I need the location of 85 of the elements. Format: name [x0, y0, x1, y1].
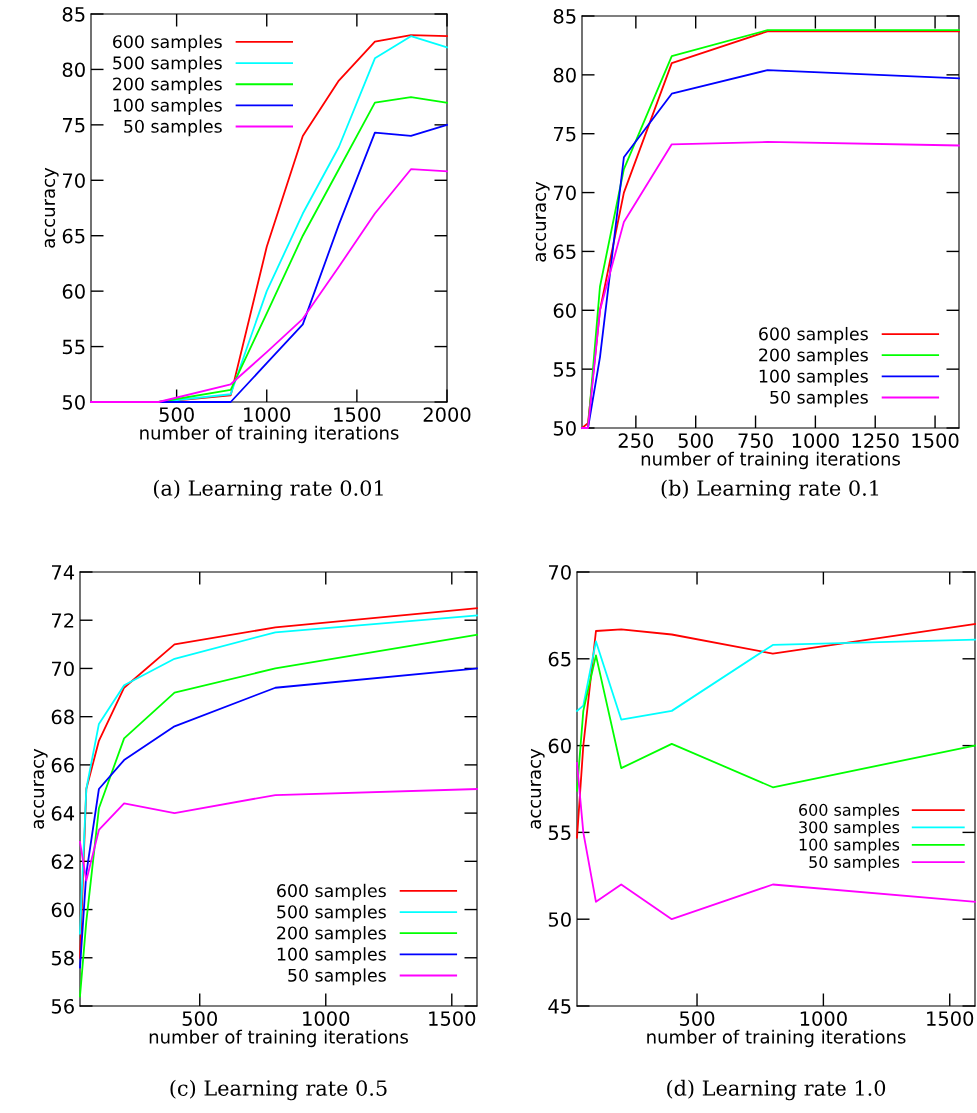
legend-label: 50 samples	[288, 968, 386, 986]
y-tick-label: 85	[62, 6, 85, 22]
legend-label: 50 samples	[809, 855, 900, 872]
x-axis-title: number of training iterations	[647, 1029, 906, 1048]
x-tick-label: 500	[182, 1011, 217, 1026]
y-tick-label: 60	[553, 303, 576, 318]
text: (c) Learning rate 0.5	[170, 1079, 387, 1101]
legend-label: 200 samples	[113, 77, 222, 94]
line-series	[576, 623, 976, 839]
y-axis-title: accuracy	[535, 181, 550, 262]
line-series	[576, 762, 976, 921]
line-series	[79, 667, 478, 969]
y-tick-label: 80	[62, 62, 85, 78]
x-tick-label: 1250	[852, 433, 899, 448]
legend-label: 200 samples	[277, 926, 386, 943]
y-tick-label: 72	[51, 613, 74, 628]
x-axis-title: number of training iterations	[140, 425, 399, 444]
y-tick-label: 50	[62, 394, 85, 410]
y-tick-label: 66	[51, 757, 74, 773]
y-tick-label: 50	[548, 912, 571, 927]
legend-label: 100 samples	[759, 369, 868, 387]
y-tick-label: 56	[51, 998, 74, 1014]
y-tick-label: 85	[553, 8, 576, 24]
legend-label: 300 samples	[799, 820, 900, 837]
y-tick-label: 70	[548, 564, 571, 580]
y-tick-label: 70	[62, 173, 85, 188]
y-tick-label: 55	[553, 362, 576, 377]
legend-label: 50 samples	[124, 119, 222, 137]
y-tick-label: 65	[548, 651, 571, 667]
y-axis-title: accuracy	[530, 748, 545, 829]
x-axis-title: number of training iterations	[149, 1029, 408, 1048]
text: (d) Learning rate 1.0	[667, 1079, 886, 1101]
y-axis-title: accuracy	[44, 167, 59, 248]
y-tick-label: 75	[62, 118, 85, 133]
line-series	[576, 654, 976, 792]
legend-label: 100 samples	[113, 98, 222, 116]
y-tick-label: 64	[51, 806, 75, 821]
y-tick-label: 75	[553, 126, 576, 142]
x-tick-label: 1500	[912, 433, 959, 448]
x-tick-label: 1000	[244, 407, 291, 422]
legend-label: 200 samples	[759, 348, 868, 365]
line-series	[79, 633, 478, 998]
legend-label: 600 samples	[759, 326, 868, 344]
text: (a) Learning rate 0.01	[153, 479, 383, 501]
x-tick-label: 1000	[792, 433, 839, 448]
y-tick-label: 70	[553, 185, 576, 201]
x-tick-label: 2000	[423, 407, 471, 422]
legend-label: 600 samples	[799, 803, 900, 820]
line-series	[576, 638, 976, 721]
y-tick-label: 60	[548, 738, 571, 754]
x-tick-label: 750	[738, 433, 773, 448]
legend-label: 600 samples	[113, 34, 222, 52]
legend-label: 100 samples	[277, 947, 386, 965]
x-tick-label: 1500	[927, 1011, 974, 1026]
x-tick-label: 500	[678, 433, 713, 448]
x-tick-label: 1500	[429, 1011, 476, 1026]
x-tick-label: 250	[618, 433, 654, 448]
y-tick-label: 68	[51, 709, 74, 725]
legend-label: 600 samples	[277, 883, 386, 901]
y-tick-label: 58	[51, 950, 74, 966]
x-tick-label: 1500	[334, 407, 381, 422]
x-tick-label: 1000	[800, 1011, 847, 1026]
y-tick-label: 65	[553, 244, 576, 260]
y-axis-title: accuracy	[33, 748, 48, 829]
y-tick-label: 45	[548, 999, 571, 1014]
legend-label: 100 samples	[799, 838, 900, 854]
line-series	[79, 788, 478, 882]
y-tick-label: 55	[62, 339, 85, 355]
y-tick-label: 60	[62, 284, 85, 299]
legend-label: 500 samples	[277, 904, 386, 922]
text: (b) Learning rate 0.1	[661, 479, 879, 501]
y-tick-label: 74	[51, 565, 75, 580]
x-axis-title: number of training iterations	[641, 451, 900, 470]
x-tick-label: 500	[679, 1011, 715, 1026]
y-tick-label: 70	[51, 661, 74, 677]
legend-label: 500 samples	[113, 55, 222, 73]
x-tick-label: 1000	[303, 1011, 350, 1026]
y-tick-label: 55	[548, 825, 571, 841]
y-tick-label: 50	[553, 420, 576, 436]
y-tick-label: 65	[62, 228, 85, 244]
y-tick-label: 62	[51, 854, 74, 869]
y-tick-label: 80	[553, 67, 576, 83]
y-tick-label: 60	[51, 902, 74, 918]
legend-label: 50 samples	[770, 390, 868, 408]
x-tick-label: 500	[159, 407, 194, 422]
